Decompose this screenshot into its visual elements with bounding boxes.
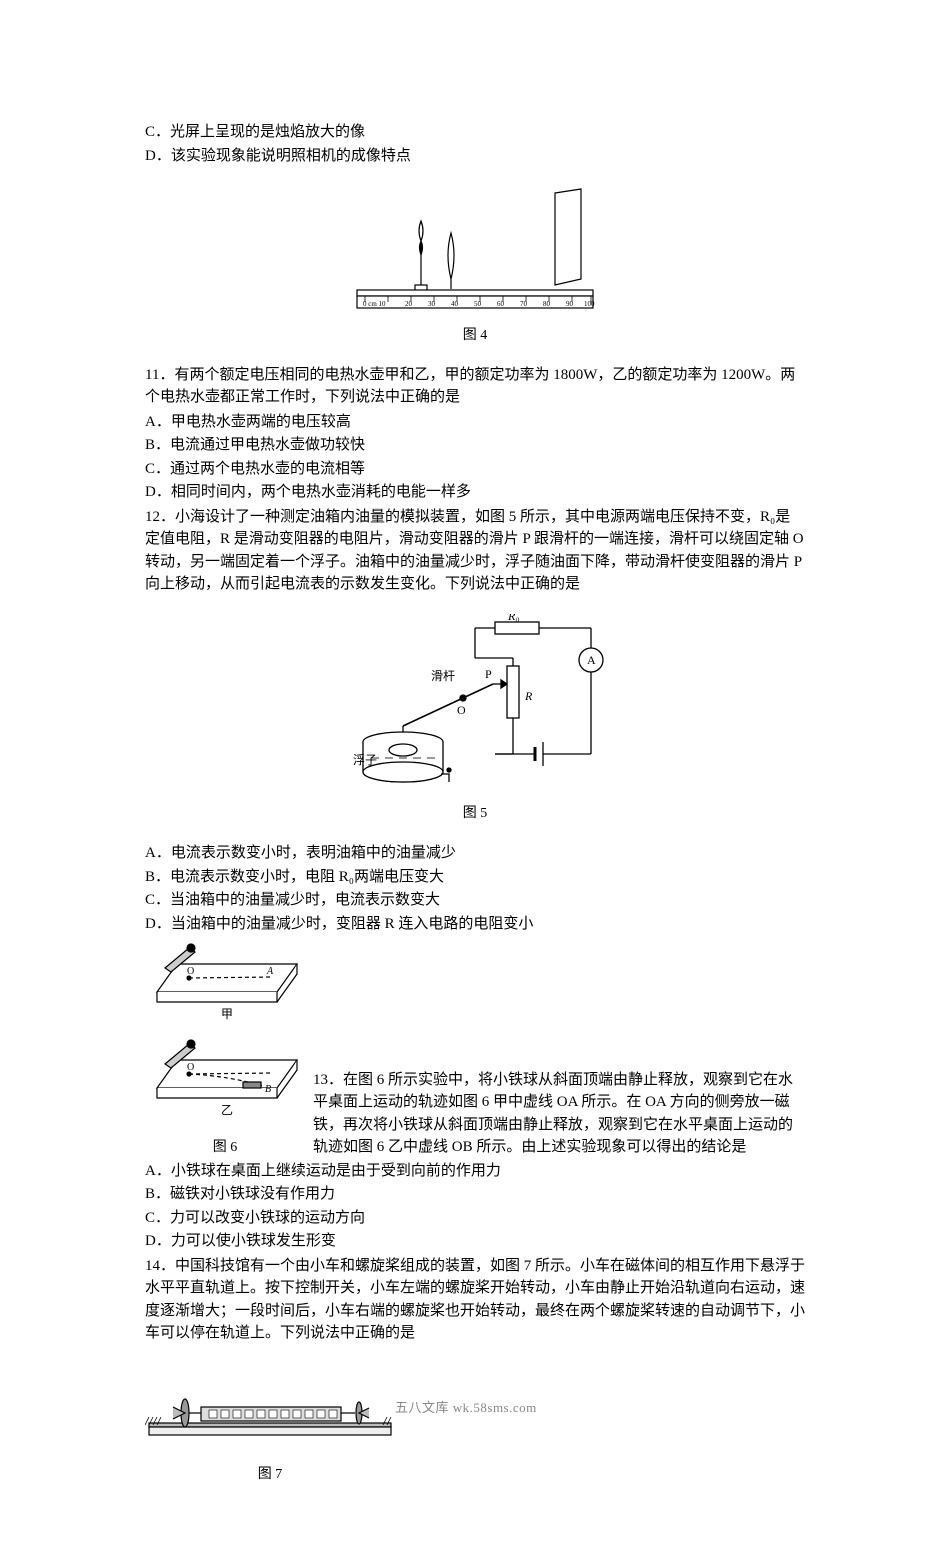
label-float: 浮子 xyxy=(353,753,377,767)
q13-option-a: A．小铁球在桌面上继续运动是由于受到向前的作用力 xyxy=(145,1160,805,1183)
q13-option-b: B．磁铁对小铁球没有作用力 xyxy=(145,1183,805,1206)
fig6-yi-b: B xyxy=(265,1084,271,1095)
q13-option-d: D．力可以使小铁球发生形变 xyxy=(145,1230,805,1253)
q12-option-b: B．电流表示数变小时，电阻 R₀两端电压变大 xyxy=(145,866,805,889)
fig6-jia-o: O xyxy=(187,966,194,977)
ruler-mark-0: 0 cm 10 xyxy=(363,300,386,308)
label-lever: 滑杆 xyxy=(431,669,455,683)
label-r0: R₀ xyxy=(507,614,520,623)
ruler-mark-40: 40 xyxy=(451,300,459,308)
q10-option-c: C．光屏上呈现的是烛焰放大的像 xyxy=(145,121,805,144)
q11-option-b: B．电流通过甲电热水壶做功较快 xyxy=(145,434,805,457)
fig6-yi-o: O xyxy=(187,1062,194,1073)
ruler-mark-100: 100 xyxy=(584,300,595,308)
ruler-mark-70: 70 xyxy=(520,300,528,308)
ruler-mark-30: 30 xyxy=(428,300,436,308)
q13-option-c: C．力可以改变小铁球的运动方向 xyxy=(145,1207,805,1230)
q13-stem: 13．在图 6 所示实验中，将小铁球从斜面顶端由静止释放，观察到它在水平桌面上运… xyxy=(313,1072,793,1156)
figure-7: 五八文库 wk.58sms.com 图 7 xyxy=(145,1373,805,1486)
figure-7-caption: 图 7 xyxy=(258,1467,283,1482)
figure-4: 0 cm 10 20 30 40 50 60 70 80 90 100 图 4 xyxy=(145,185,805,346)
q11-stem: 11．有两个额定电压相同的电热水壶甲和乙，甲的额定功率为 1800W，乙的额定功… xyxy=(145,364,805,409)
q11-option-c: C．通过两个电热水壶的电流相等 xyxy=(145,458,805,481)
label-ammeter: A xyxy=(587,653,596,667)
q11-option-d: D．相同时间内，两个电热水壶消耗的电能一样多 xyxy=(145,481,805,504)
figure-4-caption: 图 4 xyxy=(145,325,805,346)
watermark-text: 五八文库 wk.58sms.com xyxy=(395,1398,537,1418)
q11-option-a: A．甲电热水壶两端的电压较高 xyxy=(145,411,805,434)
ruler-mark-90: 90 xyxy=(566,300,574,308)
ruler-mark-50: 50 xyxy=(474,300,482,308)
label-r: R xyxy=(524,689,533,703)
ruler-mark-80: 80 xyxy=(543,300,551,308)
q14-stem: 14．中国科技馆有一个由小车和螺旋桨组成的装置，如图 7 所示。小车在磁体间的相… xyxy=(145,1255,805,1345)
label-o: O xyxy=(457,703,466,717)
maglev-cart-svg xyxy=(145,1373,395,1443)
fig6-yi-label: 乙 xyxy=(221,1103,233,1117)
q12-option-c: C．当油箱中的油量减少时，电流表示数变大 xyxy=(145,889,805,912)
optical-bench-svg: 0 cm 10 20 30 40 50 60 70 80 90 100 xyxy=(345,185,605,315)
tabletop-experiment-svg: O A 甲 O B 乙 xyxy=(145,936,305,1136)
fig6-jia-a: A xyxy=(266,966,274,977)
q12-option-d: D．当油箱中的油量减少时，变阻器 R 连入电路的电阻变小 xyxy=(145,913,805,936)
label-p: P xyxy=(485,667,492,681)
ruler-mark-20: 20 xyxy=(405,300,413,308)
q12-stem: 12．小海设计了一种测定油箱内油量的模拟装置，如图 5 所示，其中电源两端电压保… xyxy=(145,506,805,596)
q12-option-a: A．电流表示数变小时，表明油箱中的油量减少 xyxy=(145,842,805,865)
q10-option-d: D．该实验现象能说明照相机的成像特点 xyxy=(145,145,805,168)
fig6-jia-label: 甲 xyxy=(221,1007,233,1021)
ruler-mark-60: 60 xyxy=(497,300,505,308)
figure-5: R₀ A 滑杆 P O R 浮子 图 5 xyxy=(145,614,805,825)
figure-6-caption: 图 6 xyxy=(213,1140,238,1155)
figure-5-caption: 图 5 xyxy=(145,803,805,824)
figure-6-and-q13: O A 甲 O B 乙 图 6 13．在图 xyxy=(145,936,805,1159)
oil-gauge-circuit-svg: R₀ A 滑杆 P O R 浮子 xyxy=(345,614,605,794)
